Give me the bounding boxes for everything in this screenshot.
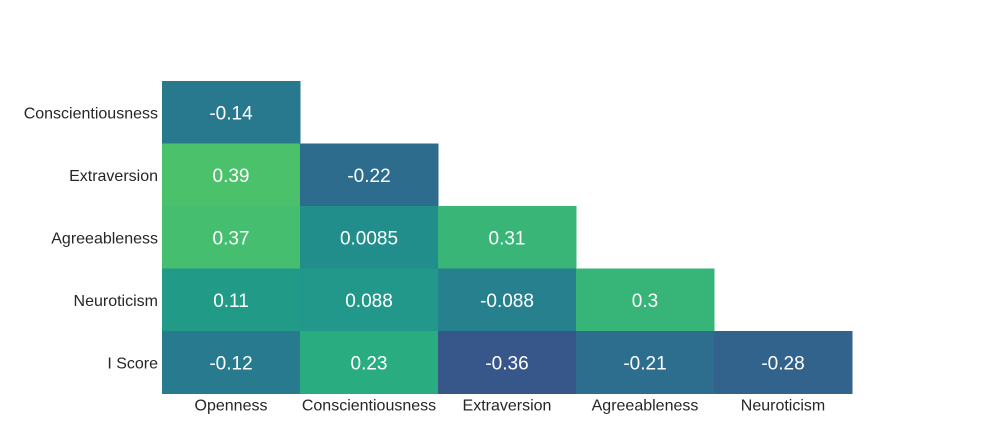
heatmap-cell-r3-c2	[438, 268, 577, 332]
heatmap-cell-r4-c0	[162, 331, 301, 394]
row-labels: Conscientiousness Extraversion Agreeablene…	[24, 105, 158, 372]
row-label-neuroticism: Neuroticism	[74, 293, 158, 310]
heatmap-cell-r4-c3	[576, 331, 715, 394]
cell-value-label-r1-c0: 0.39	[213, 166, 250, 187]
heatmap-cell-r3-c1	[300, 268, 439, 332]
cell-value-label-r2-c2: 0.31	[489, 228, 526, 249]
cell-value-label-r3-c0: 0.11	[213, 291, 249, 312]
cell-value-label-r3-c1: 0.088	[345, 291, 393, 312]
heatmap-cell-r2-c0	[162, 206, 301, 269]
column-label-neuroticism: Neuroticism	[741, 398, 825, 415]
cell-value-label-r2-c1: 0.0085	[340, 228, 398, 249]
heatmap-cell-r0-c0	[162, 81, 301, 144]
cell-value-label-r4-c4: -0.28	[761, 353, 804, 374]
row-label-agreeableness: Agreeableness	[51, 230, 158, 247]
cell-value-label-r0-c0: -0.14	[209, 103, 253, 124]
column-label-conscientiousness: Conscientiousness	[302, 398, 436, 415]
cell-value-label-r3-c2: -0.088	[480, 291, 534, 312]
heatmap-cell-r4-c2	[438, 331, 577, 394]
cell-value-label-r4-c1: 0.23	[351, 353, 388, 374]
cell-value-label-r4-c0: -0.12	[209, 353, 252, 374]
column-label-openness: Openness	[195, 398, 268, 415]
heatmap-cell-r2-c1	[300, 206, 439, 269]
heatmap-cell-r1-c1	[300, 143, 439, 207]
heatmap-cell-r4-c4	[714, 331, 853, 394]
row-label-i-score: I Score	[107, 355, 158, 372]
heatmap-cells: -0.14 0.39 -0.22 0.37 0.0085 0.31 0.11 0.088 -0.…	[162, 81, 853, 394]
cell-value-label-r1-c1: -0.22	[347, 166, 390, 187]
cell-value-label-r2-c0: 0.37	[213, 228, 250, 249]
column-label-agreeableness: Agreeableness	[592, 398, 699, 415]
heatmap-cell-r2-c2	[438, 206, 577, 269]
heatmap-cell-r3-c3	[576, 268, 715, 332]
column-labels: Openness Conscientiousness Extraversion Agr…	[195, 398, 826, 415]
cell-value-label-r4-c3: -0.21	[623, 353, 666, 374]
column-label-extraversion: Extraversion	[463, 398, 552, 415]
heatmap-cell-r3-c0	[162, 268, 301, 332]
cell-value-label-r4-c2: -0.36	[485, 353, 528, 374]
row-label-extraversion: Extraversion	[69, 168, 158, 185]
heatmap-cell-r4-c1	[300, 331, 439, 394]
row-label-conscientiousness: Conscientiousness	[24, 105, 158, 122]
cell-value-label-r3-c3: 0.3	[632, 291, 658, 312]
heatmap-cell-r1-c0	[162, 143, 301, 207]
